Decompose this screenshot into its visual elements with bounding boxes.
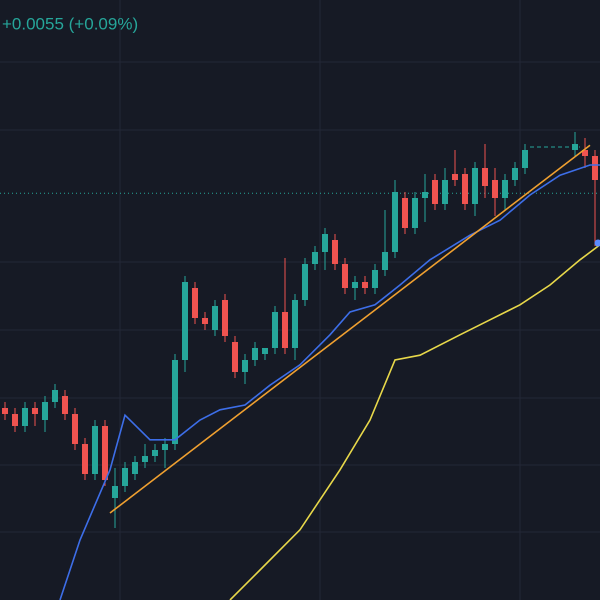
candle-body <box>292 300 298 348</box>
candle-body <box>432 180 438 204</box>
candle-body <box>482 168 488 186</box>
line-series <box>109 144 591 514</box>
candle-body <box>82 444 88 474</box>
candle-body <box>132 462 138 474</box>
candle-body <box>182 282 188 360</box>
candle-body <box>62 396 68 414</box>
candle-body <box>122 468 128 486</box>
candle-body <box>72 414 78 444</box>
candle-body <box>42 402 48 420</box>
candle-body <box>502 180 508 198</box>
candle-body <box>252 348 258 360</box>
candle-body <box>232 342 238 372</box>
candle-body <box>472 168 478 204</box>
candle-body <box>452 174 458 180</box>
candle-body <box>272 312 278 348</box>
candle-body <box>392 192 398 252</box>
candle-body <box>152 450 158 456</box>
candle-body <box>372 270 378 288</box>
candle-body <box>162 444 168 450</box>
candle-body <box>52 390 58 402</box>
candle-body <box>282 312 288 348</box>
candle-body <box>2 408 8 414</box>
line-series <box>229 244 600 600</box>
candle-body <box>92 426 98 474</box>
candle-body <box>242 360 248 372</box>
candle-body <box>342 264 348 288</box>
candle-body <box>302 264 308 300</box>
candle-body <box>402 198 408 228</box>
candle-body <box>142 456 148 462</box>
candle-body <box>412 198 418 228</box>
candle-body <box>322 234 328 252</box>
candle-body <box>422 192 428 198</box>
candle-body <box>32 408 38 414</box>
line-series <box>59 164 600 600</box>
candle-body <box>112 486 118 498</box>
marker-dot <box>594 239 600 247</box>
candle-body <box>102 426 108 480</box>
candle-body <box>262 348 268 354</box>
candle-body <box>512 168 518 180</box>
candle-body <box>352 282 358 288</box>
candle-body <box>22 408 28 426</box>
candle-body <box>362 282 368 288</box>
candle-body <box>492 180 498 198</box>
candle-body <box>192 288 198 318</box>
candle-body <box>442 180 448 204</box>
change-label: +0.0055 (+0.09%) <box>2 14 138 33</box>
candle-body <box>202 318 208 324</box>
candle-body <box>382 252 388 270</box>
candle-body <box>462 174 468 204</box>
candle-body <box>172 360 178 444</box>
candle-body <box>12 414 18 426</box>
candle-body <box>522 150 528 168</box>
candle-body <box>592 156 598 180</box>
candle-body <box>332 240 338 264</box>
candle-body <box>312 252 318 264</box>
candle-body <box>222 300 228 336</box>
candle-body <box>582 150 588 156</box>
candle-body <box>212 306 218 330</box>
